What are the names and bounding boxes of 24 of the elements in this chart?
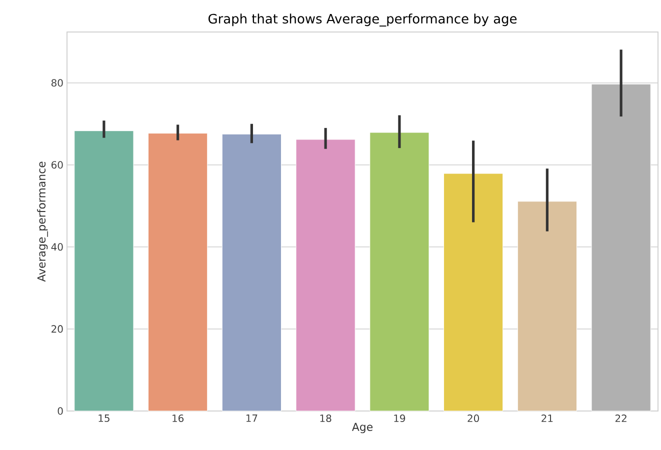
bar <box>296 139 356 412</box>
chart-title: Graph that shows Average_performance by age <box>208 14 517 26</box>
bar <box>370 132 430 412</box>
x-axis-title: Age <box>352 422 373 434</box>
x-tick-label: 22 <box>615 414 626 422</box>
x-tick-label: 19 <box>394 414 406 422</box>
y-axis-title: Average_performance <box>37 162 48 282</box>
bar <box>74 130 134 412</box>
x-tick-label: 20 <box>468 414 480 422</box>
y-tick-label: 60 <box>52 161 63 169</box>
y-tick-label: 20 <box>52 325 63 333</box>
bar <box>148 133 208 412</box>
bar <box>517 201 577 412</box>
bar <box>591 84 651 412</box>
x-tick-label: 18 <box>320 414 332 422</box>
x-tick-label: 17 <box>246 414 258 422</box>
y-tick-label: 80 <box>51 79 63 87</box>
y-tick-label: 40 <box>51 243 63 251</box>
x-tick-label: 15 <box>98 414 110 422</box>
bar <box>222 134 282 412</box>
x-tick-label: 21 <box>542 414 553 422</box>
x-tick-label: 16 <box>172 414 184 422</box>
bar <box>444 173 504 412</box>
y-tick-label: 0 <box>58 407 63 415</box>
